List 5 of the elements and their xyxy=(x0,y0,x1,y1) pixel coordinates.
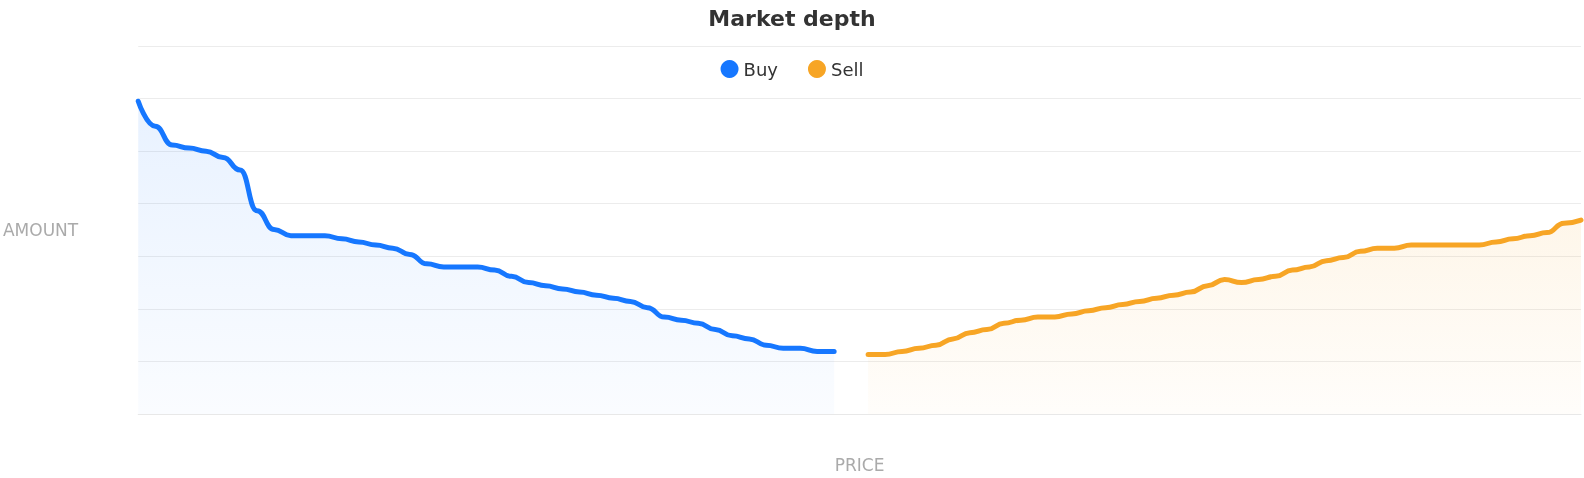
chart-title: Market depth xyxy=(708,5,876,31)
x-axis-title: PRICE xyxy=(834,454,885,475)
legend-label: Sell xyxy=(830,58,864,80)
legend-label: Buy xyxy=(743,58,779,80)
y-axis-title: AMOUNT xyxy=(2,220,79,240)
